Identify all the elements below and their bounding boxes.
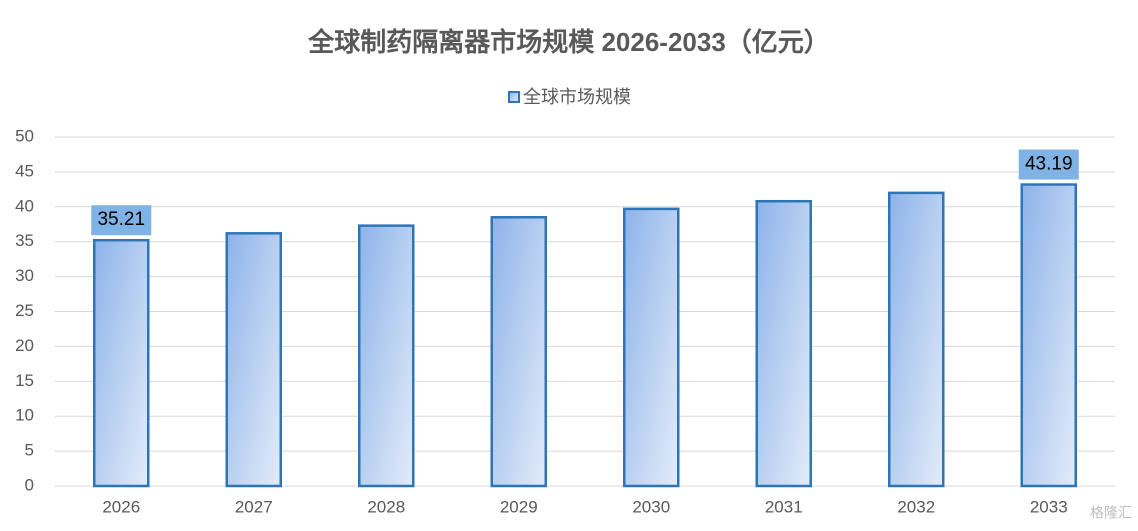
x-tick-label: 2032: [897, 497, 935, 516]
chart-title: 全球制药隔离器市场规模 2026-2033（亿元）: [307, 27, 830, 57]
bar: [358, 224, 415, 488]
data-label-box: [91, 205, 152, 236]
x-tick-label: 2031: [765, 497, 803, 516]
x-tick-label: 2029: [500, 497, 538, 516]
data-label-box: [1018, 149, 1079, 180]
bar: [225, 232, 282, 488]
x-tick-label: 2033: [1030, 497, 1068, 516]
bar: [490, 216, 547, 488]
bar: [888, 191, 945, 488]
y-tick-label: 50: [15, 126, 34, 145]
bar: [755, 199, 812, 488]
y-tick-label: 15: [15, 371, 34, 390]
watermark: 格隆汇: [1090, 505, 1132, 521]
x-tick-label: 2028: [367, 497, 405, 516]
x-tick-label: 2026: [102, 497, 140, 516]
data-label: 35.21: [97, 209, 145, 230]
legend-label: 全球市场规模: [523, 87, 631, 107]
y-tick-label: 5: [25, 441, 34, 460]
x-tick-label: 2030: [632, 497, 670, 516]
y-tick-label: 25: [15, 301, 34, 320]
y-tick-label: 0: [25, 475, 34, 494]
bar: [623, 207, 680, 488]
y-tick-label: 35: [15, 231, 34, 250]
legend-marker: [508, 91, 520, 103]
y-tick-label: 10: [15, 406, 34, 425]
bar: [93, 238, 150, 488]
y-tick-label: 20: [15, 336, 34, 355]
data-label: 43.19: [1025, 154, 1073, 175]
bar: [1020, 183, 1077, 488]
y-tick-label: 45: [15, 161, 34, 180]
x-tick-label: 2027: [235, 497, 273, 516]
y-tick-label: 40: [15, 196, 34, 215]
y-tick-label: 30: [15, 266, 34, 285]
